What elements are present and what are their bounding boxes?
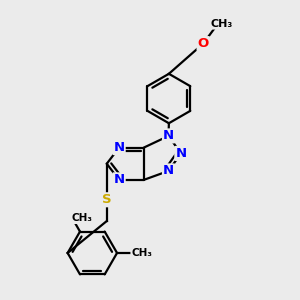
Text: N: N — [163, 164, 174, 177]
Text: CH₃: CH₃ — [210, 19, 232, 29]
Text: CH₃: CH₃ — [71, 213, 92, 223]
Text: N: N — [175, 147, 187, 160]
Text: N: N — [113, 141, 125, 154]
Text: S: S — [102, 193, 112, 206]
Text: CH₃: CH₃ — [131, 248, 152, 258]
Text: N: N — [163, 129, 174, 142]
Text: O: O — [198, 37, 209, 50]
Text: N: N — [113, 173, 125, 186]
